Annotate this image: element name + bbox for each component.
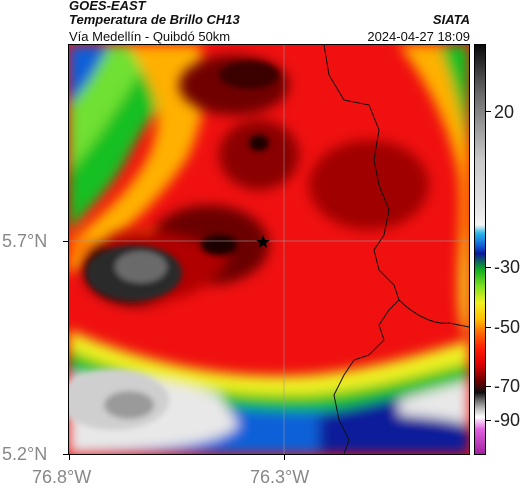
- colorbar-tick: -70: [494, 376, 521, 396]
- satellite-title: GOES-EAST: [69, 0, 146, 13]
- brand-label: SIATA: [432, 12, 470, 27]
- lat-tick-label: 5.2°N: [2, 444, 48, 464]
- colorbar-tick: -30: [494, 257, 521, 277]
- timestamp: 2024-04-27 18:09: [367, 29, 470, 44]
- product-title: Temperatura de Brillo CH13: [69, 12, 240, 27]
- colorbar: [474, 44, 486, 455]
- lat-tick-label: 5.7°N: [2, 231, 48, 251]
- colorbar-tick: 20: [494, 102, 515, 122]
- star-icon: [256, 235, 270, 248]
- colorbar-tick: -90: [494, 410, 521, 430]
- lon-tick-label: 76.3°W: [250, 467, 310, 487]
- lon-tick-label: 76.8°W: [32, 467, 92, 487]
- region-subtitle: Vía Medellín - Quibdó 50km: [69, 29, 231, 44]
- brightness-temperature-map[interactable]: [68, 44, 470, 455]
- colorbar-tick: -50: [494, 317, 521, 337]
